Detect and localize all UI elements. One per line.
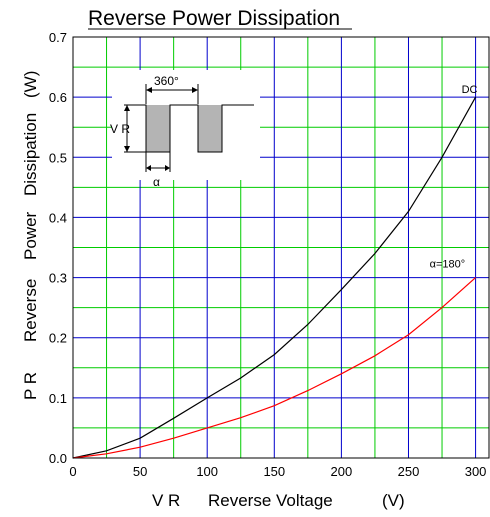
inset-pulse-1 [146,105,170,152]
y-tick-label: 0.3 [49,271,67,286]
inset-background [112,70,260,180]
inset-vr-label: V R [110,122,130,136]
series-line-dc [72,96,477,459]
inset-vr-arrowhead-top [124,105,130,111]
x-axis-unit: (V) [382,491,405,510]
inset-alpha-arrowhead-right [165,165,170,171]
y-tick-label: 0.7 [49,30,67,45]
tick-labels: 0 50 100 150 200 250 300 0.0 0.1 0.2 0.3 0.4 0.5 0.6 0… [49,30,487,479]
y-axis-word-power: Power [21,211,40,260]
y-tick-label: 0.4 [49,210,67,225]
plot-frame [72,36,490,459]
inset-period-label: 360° [154,74,179,88]
x-tick-label: 50 [133,464,147,479]
y-axis-unit: (W) [21,71,40,98]
inset-vr-arrowhead-bottom [124,146,130,152]
inset-waveform [124,104,254,153]
x-tick-label: 0 [69,464,76,479]
series-label-alpha-180: α=180° [430,259,466,271]
x-tick-label: 150 [263,464,285,479]
x-tick-label: 250 [398,464,420,479]
y-tick-label: 0.1 [49,391,67,406]
x-axis-symbol: V R [152,491,180,510]
y-tick-label: 0.5 [49,150,67,165]
inset-period-arrowhead-left [146,87,152,93]
series-label-dc: DC [462,84,478,96]
chart-title: Reverse Power Dissipation [88,7,340,30]
y-tick-label: 0.6 [49,90,67,105]
x-tick-label: 100 [196,464,218,479]
y-tick-label: 0.2 [49,331,67,346]
inset-alpha-label: α [153,175,160,189]
waveform-inset: 360° V R α [110,70,260,189]
y-axis-word-reverse: Reverse [21,279,40,342]
x-tick-label: 300 [465,464,487,479]
inset-pulse-2 [198,105,222,152]
y-tick-label: 0.0 [49,451,67,466]
y-axis-symbol: P R [21,372,40,400]
series-layer: DC α=180° [72,84,478,459]
y-axis-word-dissipation: Dissipation [21,113,40,196]
inset-alpha-arrowhead-left [146,165,151,171]
inset-period-arrowhead-right [192,87,198,93]
x-tick-label: 200 [331,464,353,479]
y-axis-label-group: P R Reverse Power Dissipation (W) [21,71,40,400]
series-line-alpha-180 [72,277,476,459]
x-axis-label: Reverse Voltage [208,491,333,510]
plot-border [72,36,490,459]
